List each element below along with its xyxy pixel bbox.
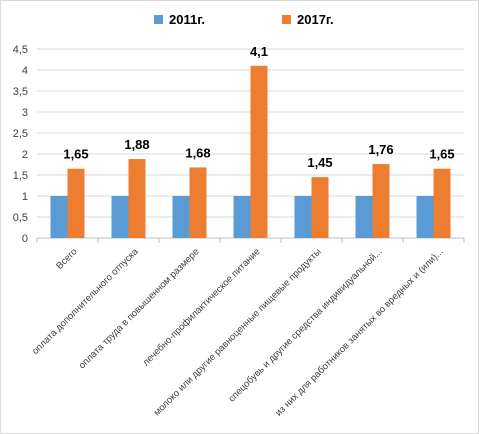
bar-2017 (189, 167, 207, 238)
data-label: 4,1 (250, 44, 268, 59)
bar-2017 (67, 168, 85, 238)
y-tick-label: 2,5 (13, 128, 28, 140)
bar-2017 (433, 168, 451, 238)
bar-2017 (250, 65, 268, 238)
y-tick-label: 0,5 (13, 212, 28, 224)
y-tick-label: 4 (22, 65, 28, 77)
data-label: 1,65 (429, 147, 454, 162)
y-tick-label: 4,5 (13, 44, 28, 56)
data-label: 1,45 (307, 155, 332, 170)
bar-2017 (372, 164, 390, 238)
x-tick-label: лечебно-профилактическое питание (141, 246, 263, 368)
bar-2011 (294, 196, 312, 238)
bar-2017 (311, 177, 329, 238)
bar-2017 (128, 159, 146, 238)
bar-2011 (50, 196, 68, 238)
data-label: 1,76 (368, 142, 393, 157)
legend-label-2011: 2011г. (169, 12, 205, 27)
y-tick-label: 1,5 (13, 170, 28, 182)
x-tick-label: оплата дополнительного отпуска (30, 246, 141, 357)
data-label: 1,65 (63, 147, 88, 162)
bar-2011 (355, 196, 373, 238)
bar-2011 (233, 196, 251, 238)
x-tick-label: Всего (54, 246, 79, 271)
y-tick-label: 0 (22, 233, 28, 245)
bar-2011 (111, 196, 129, 238)
legend-swatch-2017 (282, 15, 291, 24)
y-tick-label: 1 (22, 191, 28, 203)
legend-item-2011: 2011г. (154, 12, 205, 27)
y-tick-label: 3 (22, 107, 28, 119)
y-tick-label: 3,5 (13, 86, 28, 98)
data-label: 1,68 (185, 145, 210, 160)
legend-label-2017: 2017г. (297, 12, 334, 27)
x-tick-label: оплата труда в повышенном размере (77, 246, 202, 371)
bar-2011 (416, 196, 434, 238)
legend-swatch-2011 (154, 15, 163, 24)
bar-2011 (172, 196, 190, 238)
y-tick-label: 2 (22, 149, 28, 161)
legend-item-2017: 2017г. (282, 12, 334, 27)
data-label: 1,88 (124, 137, 149, 152)
